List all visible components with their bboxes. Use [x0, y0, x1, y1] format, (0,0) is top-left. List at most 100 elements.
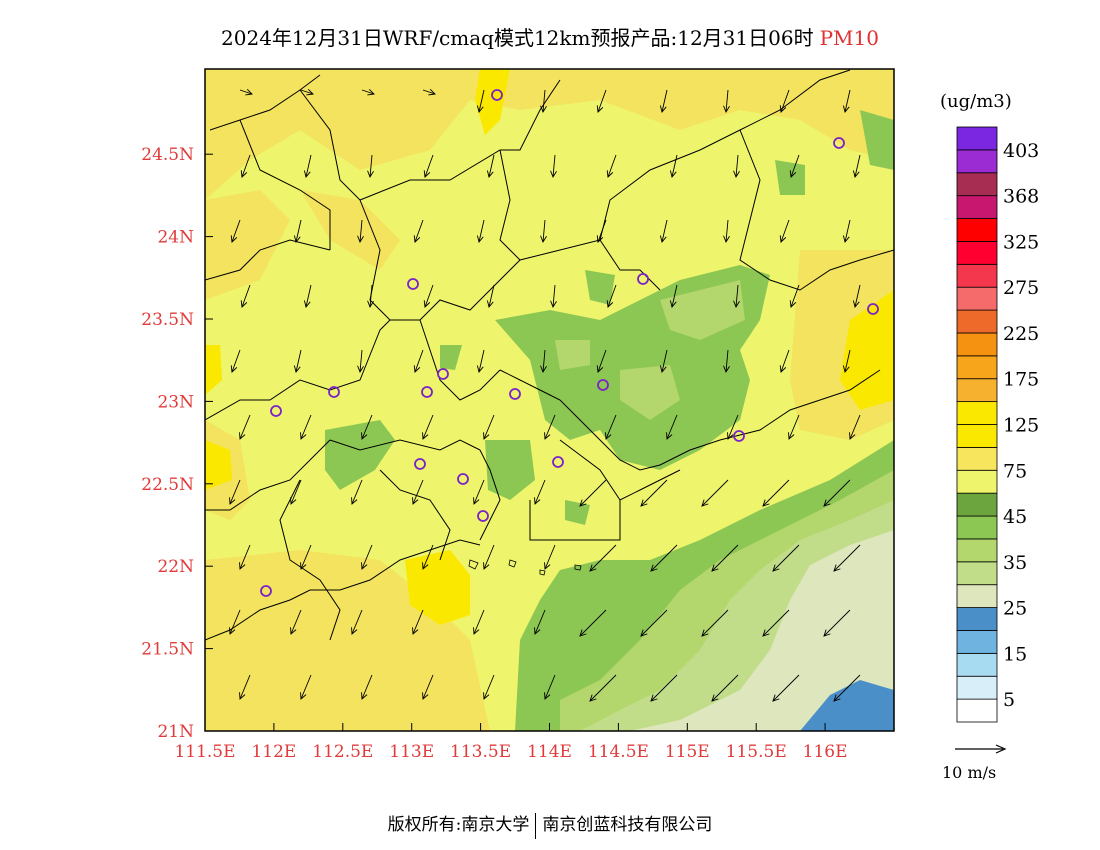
wind-vector-head [357, 235, 364, 244]
wind-vector [597, 89, 607, 113]
wind-vector-head [789, 300, 797, 308]
wind-vector [488, 284, 495, 308]
wind-vector [422, 414, 434, 440]
wind-vector-head [596, 235, 604, 243]
wind-vector-head [293, 235, 301, 243]
x-tick-label: 112.5E [312, 742, 373, 762]
colorbar-label: 368 [1003, 186, 1039, 208]
wind-vector-head [723, 105, 730, 114]
wind-vector [483, 544, 495, 570]
wind-vector-head [701, 629, 709, 637]
wind-vector [772, 674, 800, 702]
wind-vector-head [733, 170, 740, 179]
wind-vector [239, 674, 251, 700]
y-tick-label: 23.5N [141, 310, 194, 330]
wind-vector-head [534, 627, 541, 635]
y-tick-label: 22.5N [141, 475, 194, 495]
wind-vector-head [823, 629, 831, 637]
station-marker [437, 368, 449, 380]
wind-vector [488, 154, 495, 178]
y-tick-label: 22N [157, 557, 194, 577]
wind-vector-head [413, 235, 421, 243]
wind-vector-head [293, 365, 301, 373]
wind-vector-head [245, 88, 253, 96]
title-main: 2024年12月31日WRF/cmaq模式12km预报产品:12月31日06时 [221, 26, 814, 50]
wind-vector-head [534, 497, 541, 505]
wind-vector-head [596, 105, 604, 113]
x-tick-label: 111.5E [174, 742, 235, 762]
station-marker [867, 303, 879, 315]
wind-vector-head [413, 365, 421, 373]
wind-vector-head [361, 432, 368, 440]
wind-vector-head [423, 170, 431, 178]
colorbar-segment [956, 172, 998, 197]
x-tick-label: 115E [665, 742, 710, 762]
wind-vector [361, 544, 373, 570]
x-tick-label: 113E [389, 742, 434, 762]
wind-vector-head [659, 235, 667, 243]
station-marker [270, 405, 282, 417]
wind-vector-head [422, 692, 429, 700]
wind-vector [605, 414, 617, 440]
x-tick-label: 115.5E [726, 742, 787, 762]
station-marker [552, 456, 564, 468]
wind-vector-head [239, 562, 246, 570]
wind-vector-head [300, 432, 307, 440]
wind-vector-head [723, 365, 730, 374]
wind-vector-head [833, 564, 841, 572]
station-marker [457, 473, 469, 485]
colorbar-segment [956, 241, 998, 265]
colorbar-segment [956, 698, 998, 723]
colorbar-segment [956, 195, 998, 219]
wind-vector [229, 479, 241, 505]
x-tick-label: 112E [251, 742, 296, 762]
wind-vector-head [544, 692, 551, 700]
wind-vector [844, 349, 851, 373]
wind-vector [823, 609, 851, 637]
wind-vector-head [650, 564, 658, 572]
station-marker [833, 137, 845, 149]
wind-vector [290, 479, 302, 505]
wind-vector [300, 414, 312, 440]
colorbar-label: 275 [1003, 277, 1039, 299]
wind-vector [725, 219, 729, 243]
wind-vector-head [306, 88, 314, 96]
colorbar-segment [956, 675, 998, 700]
wind-vector-head [550, 170, 557, 179]
wind-vector [295, 349, 302, 373]
wind-vector-head [229, 627, 236, 635]
wind-vector [844, 219, 851, 243]
colorbar-label: 403 [1003, 140, 1039, 162]
vector-legend-label: 10 m/s [942, 763, 996, 782]
colorbar-label: 325 [1003, 231, 1039, 253]
wind-vector [534, 609, 546, 635]
wind-vector [833, 544, 861, 572]
wind-vector-head [852, 170, 860, 178]
wind-vector-head [579, 629, 587, 637]
colorbar-label: 15 [1003, 643, 1027, 665]
wind-vector-head [351, 627, 358, 635]
wind-vector [762, 479, 790, 507]
wind-vector-head [779, 105, 787, 113]
wind-vector-head [779, 365, 787, 373]
wind-vector-head [540, 365, 547, 374]
vector-legend: 10 m/s [942, 744, 1007, 782]
wind-vector [483, 414, 495, 440]
wind-vector-head [727, 432, 734, 440]
wind-vector-head [367, 170, 374, 179]
wind-vector [833, 674, 861, 702]
colorbar-segment [956, 538, 998, 563]
wind-vector [854, 284, 861, 308]
boundaries [205, 69, 894, 641]
wind-vector [640, 479, 668, 507]
wind-vector [552, 154, 556, 178]
wind-vector [790, 284, 800, 308]
wind-vector [300, 89, 314, 95]
wind-vector-head [300, 692, 307, 700]
wind-vector-head [473, 497, 480, 505]
wind-vector [544, 414, 556, 440]
station-marker [637, 273, 649, 285]
wind-vector [589, 544, 617, 572]
colorbar-segment [956, 149, 998, 174]
wind-vector [671, 284, 678, 308]
